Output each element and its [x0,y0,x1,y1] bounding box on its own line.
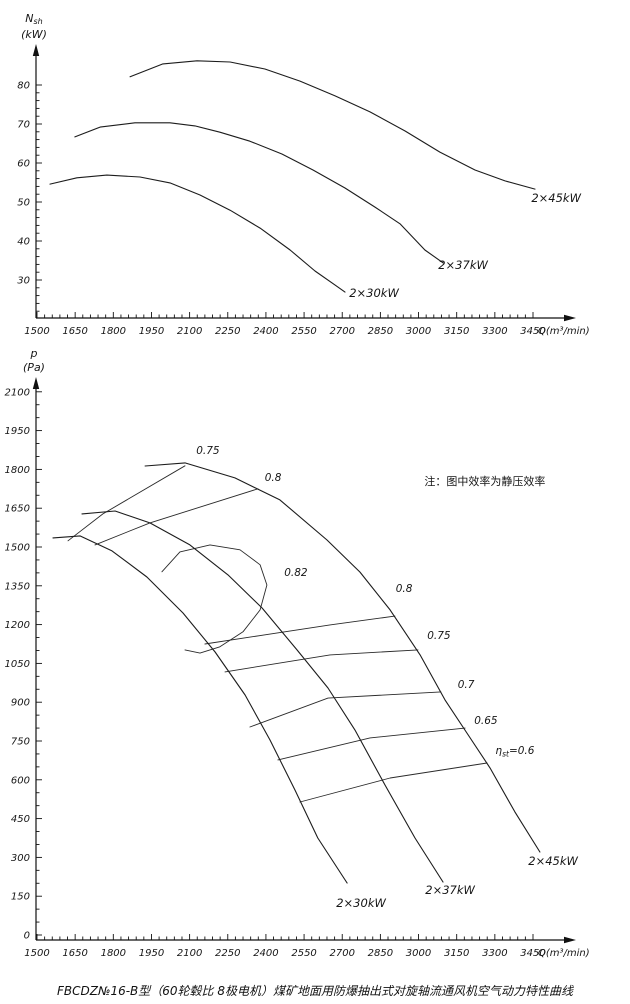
efficiency-label-0_65: 0.65 [474,715,498,727]
curve-label-2x30kw: 2×30kW [349,286,399,300]
y-tick-label: 450 [11,814,30,825]
chart-caption: FBCDZ№16-B型（60轮毂比 8极电机）煤矿地面用防爆抽出式对旋轴流通风机… [56,984,573,998]
y-tick-label: 1650 [5,504,30,515]
efficiency-contour-0_7-right [249,691,442,728]
efficiency-contour-0_65-right [277,727,466,761]
curve-label-2x45kw: 2×45kW [528,854,578,868]
curve-2x45kw [144,462,541,853]
efficiency-label-0_8: 0.8 [396,583,413,595]
curve-2x37kw [74,122,444,264]
y-axis-symbol: Nsh [25,12,42,26]
y-tick-label: 150 [11,892,30,903]
efficiency-contour-0_6-right [299,762,488,803]
x-tick-label: 3300 [482,326,507,337]
x-tick-label: 3150 [444,326,469,337]
efficiency-contour-0_75-left [67,465,186,542]
x-tick-label: 2100 [177,948,202,959]
efficiency-contour-0_8-right [204,615,396,645]
curve-label-2x45kw: 2×45kW [531,191,581,205]
efficiency-contour-0_8-left [94,488,259,546]
shaft-power-chart: Nsh (kW) 1500 1650 1800 1950 2100 2250 2400 2550 2… [17,12,589,337]
y-tick-label: 60 [17,159,30,170]
y-tick-label: 40 [17,237,30,248]
efficiency-contour-0_82-loop [161,544,268,654]
x-tick-label: 2250 [215,948,240,959]
x-axis-arrowhead [564,314,576,322]
x-tick-label: 1500 [24,326,49,337]
curve-label-2x37kw: 2×37kW [425,883,475,897]
x-tick-label: 1800 [101,948,126,959]
x-tick-label: 2250 [215,326,240,337]
x-tick-label: 1500 [24,948,49,959]
efficiency-label-ηst=0_6: ηst=0.6 [495,745,534,759]
x-tick-label: 2100 [177,326,202,337]
y-tick-label: 80 [17,81,30,92]
x-tick-label: 1950 [139,948,164,959]
static-pressure-chart: p(Pa)1500 1650 1800 1950 2100 2250 2400 2550 270… [5,347,590,959]
efficiency-contour-0_75-right [224,649,419,673]
y-tick-label: 750 [11,737,30,748]
note-static-pressure-efficiency: 注：图中效率为静压效率 [424,474,545,488]
y-tick-label: 1500 [5,543,30,554]
efficiency-label-0_75: 0.75 [196,445,220,457]
x-tick-label: 1650 [62,948,87,959]
curve-label-2x37kw: 2×37kW [438,258,488,272]
curve-2x30kw [52,535,348,884]
curve-2x30kw [49,174,346,293]
y-tick-label: 70 [17,120,30,131]
efficiency-label-0_7: 0.7 [458,679,475,691]
efficiency-label-0_82: 0.82 [284,567,308,579]
x-axis-unit-label: Q(m³/min) [538,948,590,959]
y-tick-label: 300 [11,853,30,864]
y-tick-label: 1800 [5,465,30,476]
curve-2x45kw [129,60,536,190]
x-tick-label: 1950 [139,326,164,337]
x-tick-label: 2850 [368,326,393,337]
y-axis-unit: (Pa) [23,361,45,374]
curve-label-2x30kw: 2×30kW [336,896,386,910]
x-tick-label: 3000 [406,948,431,959]
y-axis-symbol: p [30,347,38,360]
y-axis-arrowhead [32,377,40,389]
x-tick-label: 3000 [406,326,431,337]
x-axis-unit-label: Q(m³/min) [538,326,590,337]
x-tick-label: 1650 [62,326,87,337]
y-axis-arrowhead [32,44,40,56]
y-axis-unit: (kW) [21,28,47,41]
x-tick-label: 3300 [482,948,507,959]
x-tick-label: 2700 [330,948,355,959]
y-tick-label: 1350 [5,581,30,592]
x-tick-label: 2850 [368,948,393,959]
x-tick-label: 3450 [520,326,545,337]
x-axis-arrowhead [564,936,576,944]
efficiency-label-0_75: 0.75 [427,630,451,642]
y-tick-label: 50 [17,198,30,209]
y-tick-label: 30 [17,276,30,287]
curve-2x37kw [81,510,444,883]
x-tick-label: 2550 [291,948,316,959]
y-tick-label: 1950 [5,426,30,437]
x-tick-label: 3450 [520,948,545,959]
efficiency-label-0_8: 0.8 [265,472,282,484]
x-tick-label: 2400 [253,326,278,337]
x-tick-label: 3150 [444,948,469,959]
y-tick-label: 2100 [5,387,30,398]
x-tick-label: 2400 [253,948,278,959]
y-tick-label: 1050 [5,659,30,670]
y-tick-label: 900 [11,698,30,709]
y-tick-label: 1200 [5,620,30,631]
y-tick-label: 600 [11,775,30,786]
x-tick-label: 2700 [330,326,355,337]
y-tick-label: 0 [24,931,30,942]
x-tick-label: 1800 [101,326,126,337]
x-tick-label: 2550 [291,326,316,337]
